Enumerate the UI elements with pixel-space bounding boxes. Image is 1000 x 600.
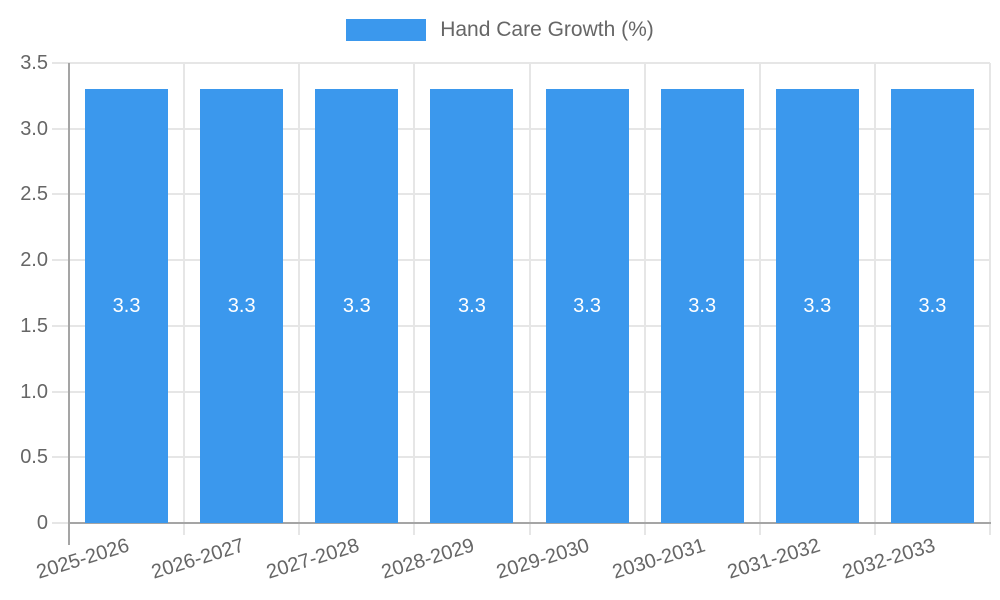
legend-swatch: [346, 19, 427, 41]
y-axis-tick-label: 1.5: [20, 314, 48, 337]
x-axis-tick-label: 2025-2026: [33, 534, 132, 584]
y-tick-mark: [52, 324, 69, 327]
y-axis-line: [68, 63, 70, 545]
y-axis-tick-label: 1.0: [20, 380, 48, 403]
bar-value-label: 3.3: [112, 295, 141, 318]
y-axis-tick-label: 2.0: [20, 249, 48, 272]
y-axis-tick-label: 0: [36, 512, 48, 534]
x-axis-tick-label: 2029-2030: [494, 534, 593, 584]
y-axis-tick-label: 3.0: [20, 117, 48, 140]
chart-legend[interactable]: Hand Care Growth (%): [0, 18, 1000, 42]
bar-value-label: 3.3: [458, 295, 486, 318]
x-axis-tick-label: 2032-2033: [839, 534, 938, 584]
y-tick-mark: [52, 193, 69, 196]
y-axis-tick-label: 2.5: [20, 183, 48, 206]
bar-value-label: 3.3: [688, 295, 717, 318]
y-tick-mark: [52, 390, 69, 393]
x-gridline: [643, 63, 646, 535]
y-tick-mark: [52, 62, 69, 64]
x-axis-tick-label: 2026-2027: [148, 534, 247, 584]
y-axis-tick-label: 3.5: [20, 52, 48, 74]
x-gridline: [528, 63, 531, 535]
y-tick-mark: [52, 259, 69, 262]
legend-label: Hand Care Growth (%): [440, 18, 654, 41]
bar-value-label: 3.3: [342, 295, 371, 318]
bar: [775, 89, 859, 523]
x-axis-tick-label: 2031-2032: [724, 534, 823, 584]
bar-value-label: 3.3: [227, 295, 256, 318]
x-gridline: [758, 63, 761, 535]
bar: [85, 89, 169, 523]
bar-value-label: 3.3: [918, 295, 947, 318]
bar: [430, 89, 514, 523]
y-axis-tick-label: 0.5: [20, 446, 48, 469]
bar: [545, 89, 629, 523]
bar: [660, 89, 744, 523]
x-axis-line: [68, 522, 991, 524]
x-gridline: [413, 63, 416, 535]
x-axis-tick-label: 2028-2029: [379, 534, 478, 584]
bar: [315, 89, 399, 523]
bar: [200, 89, 284, 523]
y-tick-mark: [52, 522, 69, 524]
x-axis-tick-label: 2030-2031: [609, 534, 708, 584]
x-gridline: [183, 63, 186, 535]
y-tick-mark: [52, 456, 69, 459]
x-gridline: [873, 63, 876, 535]
bar-value-label: 3.3: [573, 295, 601, 318]
x-gridline: [989, 63, 991, 535]
x-axis-tick-label: 2027-2028: [264, 534, 363, 584]
x-gridline: [298, 63, 301, 535]
bar-value-label: 3.3: [803, 295, 832, 318]
bar: [890, 89, 974, 523]
y-tick-mark: [52, 127, 69, 130]
